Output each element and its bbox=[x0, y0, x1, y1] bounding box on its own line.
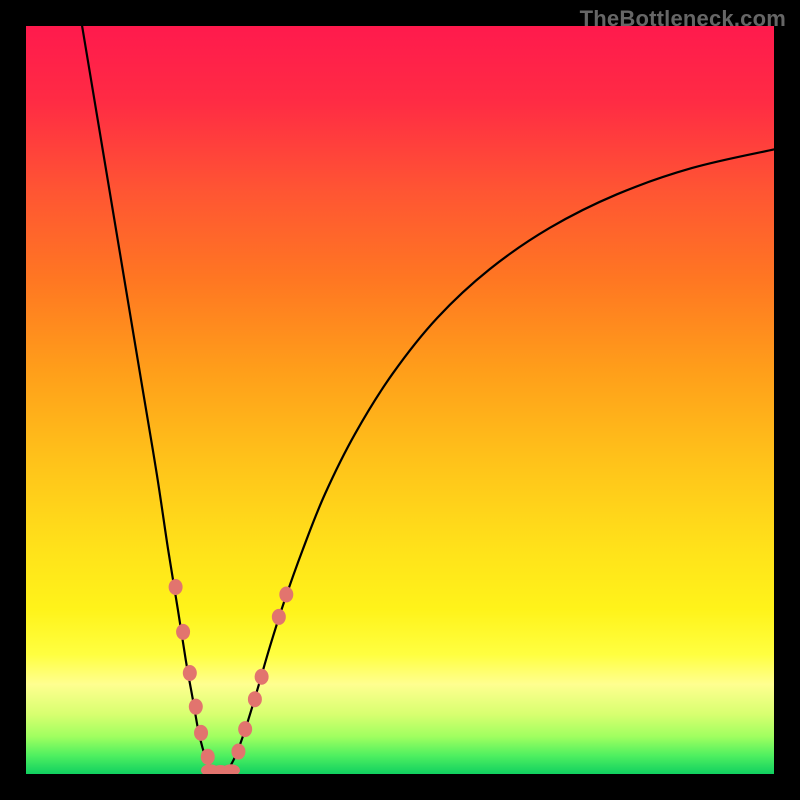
marker-left-3 bbox=[189, 699, 203, 715]
marker-left-5 bbox=[201, 749, 215, 765]
chart-stage: TheBottleneck.com bbox=[0, 0, 800, 800]
marker-right-2 bbox=[248, 691, 262, 707]
marker-right-4 bbox=[272, 609, 286, 625]
marker-right-1 bbox=[238, 721, 252, 737]
watermark-label: TheBottleneck.com bbox=[580, 6, 786, 32]
plot-background bbox=[26, 26, 774, 774]
marker-left-4 bbox=[194, 725, 208, 741]
marker-right-5 bbox=[279, 586, 293, 602]
marker-left-2 bbox=[183, 665, 197, 681]
marker-left-0 bbox=[169, 579, 183, 595]
marker-left-1 bbox=[176, 624, 190, 640]
marker-right-3 bbox=[255, 669, 269, 685]
marker-right-0 bbox=[231, 744, 245, 760]
bottleneck-chart-svg bbox=[0, 0, 800, 800]
